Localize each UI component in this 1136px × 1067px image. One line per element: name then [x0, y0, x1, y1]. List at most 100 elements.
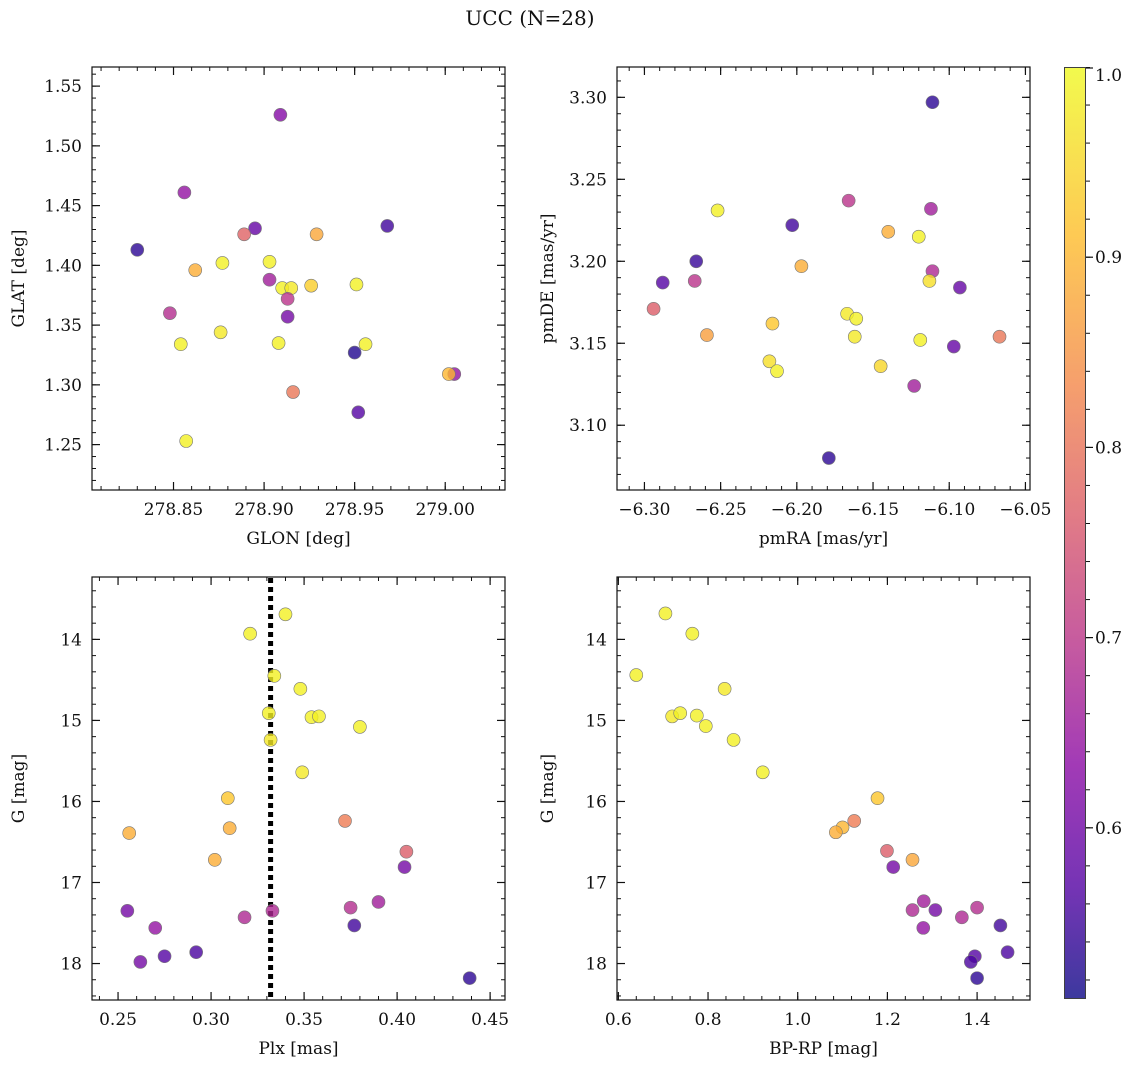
x-tick-label: 1.4	[964, 1010, 991, 1030]
y-tick-label: 16	[60, 792, 82, 812]
y-tick-label: 1.35	[44, 316, 82, 336]
data-point	[189, 945, 203, 959]
data-point	[293, 682, 308, 696]
data-point	[261, 706, 276, 720]
data-point	[280, 292, 295, 306]
x-tick-label: 1.2	[874, 1010, 901, 1030]
x-tick-label: −6.25	[695, 500, 747, 520]
plx-g-plot: 0.25 0.30 0.35 0.40 0.45 14 15 16 17 18 Plx [mas] G…	[9, 576, 509, 1059]
data-point	[442, 367, 456, 381]
data-point	[841, 193, 856, 208]
data-point	[304, 710, 319, 724]
data-point	[925, 264, 940, 278]
data-point	[726, 733, 741, 747]
data-point	[673, 706, 688, 720]
y-tick-label: 14	[585, 630, 607, 650]
y-tick-label: 18	[60, 955, 82, 975]
data-point	[964, 955, 978, 969]
data-point	[265, 904, 280, 918]
data-point	[970, 971, 984, 985]
data-point	[689, 254, 704, 269]
data-point	[665, 709, 679, 724]
data-point	[243, 626, 257, 641]
data-point	[955, 910, 969, 925]
data-point	[130, 243, 145, 257]
data-point	[267, 669, 282, 683]
data-point	[280, 309, 295, 324]
data-point	[222, 821, 237, 836]
data-point	[351, 405, 366, 420]
colorbar-tick-label: 0.8	[1095, 438, 1122, 458]
data-point	[924, 202, 938, 216]
x-tick-label: 0.40	[378, 1010, 416, 1030]
data-point	[925, 95, 940, 110]
pm-plot: −6.30 −6.25 −6.20 −6.15 −6.10 −6.05 3.10 3.15 3.…	[538, 66, 1051, 549]
data-point	[304, 278, 318, 293]
data-point	[873, 359, 888, 374]
y-tick-label: 1.45	[44, 197, 82, 217]
data-point	[148, 921, 163, 935]
y-tick-label: 1.30	[44, 376, 82, 396]
data-point	[953, 280, 967, 295]
x-axis-label: BP-RP [mag]	[769, 1039, 878, 1059]
data-point	[278, 607, 293, 622]
y-tick-label: 16	[585, 792, 607, 812]
data-point	[905, 903, 920, 917]
data-point	[835, 820, 850, 835]
data-point	[462, 971, 477, 985]
data-point	[271, 336, 286, 350]
cmd-frame	[616, 576, 1031, 1001]
y-tick-label: 3.10	[569, 416, 607, 436]
data-point	[847, 814, 862, 828]
data-point	[655, 275, 670, 290]
y-tick-label: 17	[60, 874, 82, 894]
glon-glat-frame	[91, 66, 506, 491]
data-point	[700, 328, 714, 342]
data-point	[358, 337, 373, 352]
x-tick-label: 0.30	[192, 1010, 230, 1030]
data-point	[829, 825, 843, 840]
cmd-plot: 0.6 0.8 1.0 1.2 1.4 14 15 16 17 18 BP-RP [mag] G [m…	[538, 576, 1031, 1059]
data-point	[658, 606, 673, 621]
data-point	[347, 345, 362, 360]
data-point	[968, 949, 982, 964]
x-axis-label: Plx [mas]	[258, 1039, 338, 1059]
data-point	[188, 263, 203, 277]
data-point	[347, 918, 362, 933]
data-point	[262, 254, 277, 269]
colorbar-tick-label: 1.0	[1095, 67, 1122, 86]
x-tick-label: −6.20	[771, 500, 823, 520]
x-tick-label: −6.15	[847, 500, 899, 520]
data-point	[849, 311, 864, 326]
data-point	[840, 306, 854, 321]
y-tick-label: 1.50	[44, 137, 82, 157]
colorbar-tick-label: 0.7	[1095, 629, 1122, 649]
x-tick-label: 278.95	[325, 500, 384, 520]
data-point	[928, 903, 943, 917]
data-point	[717, 682, 732, 696]
data-point	[397, 860, 412, 874]
y-tick-label: 1.25	[44, 436, 82, 456]
data-point	[349, 277, 364, 292]
data-point	[177, 185, 192, 200]
data-point	[120, 904, 135, 918]
colorbar-axis: 0.6 0.7 0.8 0.9 1.0	[1086, 67, 1122, 981]
data-point	[221, 791, 235, 806]
y-tick-label: 3.20	[569, 252, 607, 272]
colorbar-tick-label: 0.6	[1095, 819, 1122, 839]
data-point	[286, 385, 300, 399]
data-point	[847, 329, 862, 344]
data-point	[338, 814, 352, 828]
y-tick-label: 3.30	[569, 88, 607, 108]
y-axis-label: G [mag]	[9, 754, 29, 823]
y-tick-label: 14	[60, 630, 82, 650]
data-point	[905, 853, 920, 867]
data-point	[687, 274, 702, 288]
colorbar-tick-label: 0.9	[1095, 248, 1122, 268]
data-point	[262, 272, 277, 287]
data-point	[822, 451, 836, 465]
data-point	[916, 894, 931, 908]
data-point	[157, 949, 172, 964]
data-point	[179, 434, 193, 448]
